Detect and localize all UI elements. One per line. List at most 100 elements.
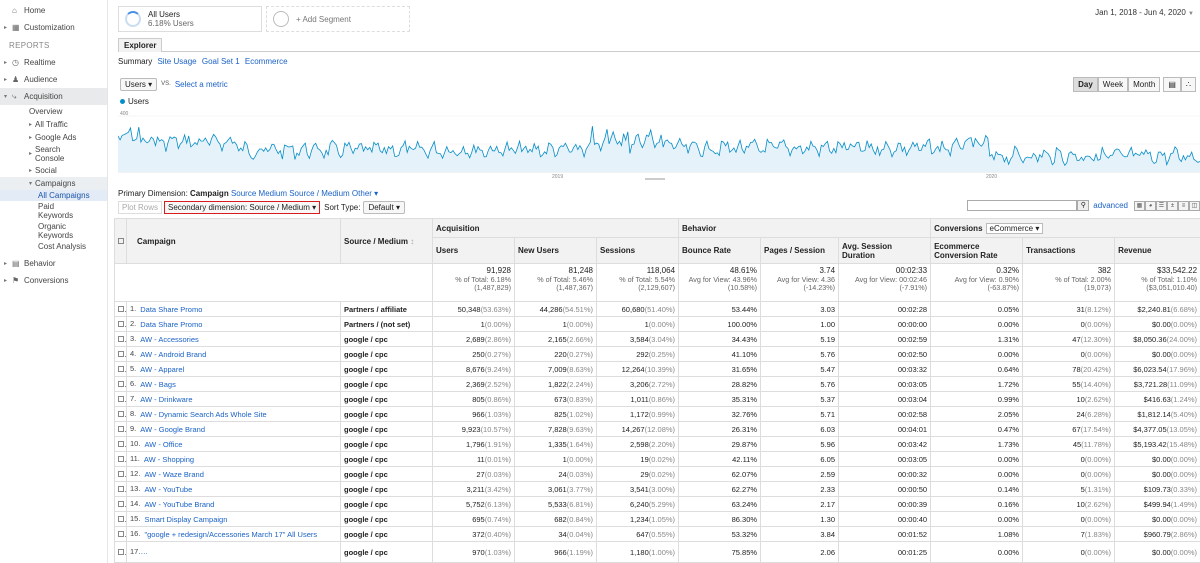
subtab-site-usage[interactable]: Site Usage [157,57,197,66]
row-checkbox-cell[interactable] [114,421,127,437]
campaign-cell[interactable]: 11. AW - Shopping [126,451,341,467]
row-checkbox[interactable] [118,425,124,432]
campaign-cell[interactable]: 7. AW - Drinkware [126,391,341,407]
col-avg-session[interactable]: Avg. Session Duration [838,237,932,264]
campaign-cell[interactable]: 9. AW - Google Brand [126,421,341,437]
sidebar-item-organic-keywords[interactable]: Organic Keywords [38,222,74,240]
col-conv-rate[interactable]: Ecommerce Conversion Rate [930,237,1024,264]
table-row[interactable]: 8. AW - Dynamic Search Ads Whole Site goog… [114,406,1200,422]
row-checkbox[interactable] [118,548,124,555]
campaign-link[interactable]: "google + redesign/Accessories March 17"… [144,543,341,560]
row-checkbox[interactable] [118,455,124,462]
row-checkbox[interactable] [118,395,124,402]
campaign-link[interactable]: "google + redesign/Accessories March 17"… [144,529,318,539]
sidebar-item-conversions[interactable]: ▸ ⚑ Conversions [4,276,69,285]
campaign-cell[interactable]: 4. AW - Android Brand [126,346,341,362]
advanced-filter-link[interactable]: advanced [1093,201,1128,210]
row-checkbox-cell[interactable] [114,451,127,467]
row-checkbox[interactable] [118,530,124,537]
row-checkbox-cell[interactable] [114,376,127,392]
sidebar-item-audience[interactable]: ▸ ♟ Audience [4,75,58,84]
campaign-link[interactable]: AW - Shopping [143,454,195,464]
campaign-cell[interactable]: 1. Data Share Promo [126,301,341,317]
sidebar-item-cost-analysis[interactable]: Cost Analysis [38,242,87,251]
sidebar-item-campaigns[interactable]: Campaigns [0,177,107,190]
row-checkbox[interactable] [118,365,124,372]
granularity-month-button[interactable]: Month [1128,77,1161,92]
row-checkbox-cell[interactable] [114,301,127,317]
col-sessions[interactable]: Sessions [595,237,680,264]
row-checkbox[interactable] [118,320,124,327]
select-all-checkbox[interactable] [118,237,124,244]
table-row[interactable]: 3. AW - Accessories google / cpc 2,689(2.86… [114,331,1200,347]
subtab-goal-set-1[interactable]: Goal Set 1 [201,57,240,66]
pie-view-icon[interactable]: ◕ [1145,200,1156,211]
campaign-link[interactable]: AW - YouTube [144,484,193,494]
conversions-dropdown[interactable]: eCommerce ▾ [985,222,1044,234]
subtab-ecommerce[interactable]: Ecommerce [244,57,288,66]
campaign-link[interactable]: AW - Bags [140,379,176,389]
row-checkbox[interactable] [118,305,124,312]
campaign-cell[interactable]: 13. AW - YouTube [126,481,341,497]
campaign-cell[interactable]: 12. AW - Waze Brand [126,466,341,482]
campaign-cell[interactable]: 6. AW - Bags [126,376,341,392]
row-checkbox-cell[interactable] [114,406,127,422]
col-revenue[interactable]: Revenue [1114,237,1200,264]
primary-dimension-source-medium[interactable]: Source / Medium [289,189,350,198]
row-checkbox-cell[interactable] [114,436,127,452]
table-row[interactable]: 9. AW - Google Brand google / cpc 9,923(10.… [114,421,1200,437]
users-line-chart[interactable]: 400 200 2019 2020 [118,106,1200,182]
table-row[interactable]: 16. "google + redesign/Accessories March … [114,526,1200,542]
sidebar-item-customization[interactable]: ▸ ▦ Customization [4,23,75,32]
chart-resize-handle[interactable] [645,178,665,180]
row-checkbox-cell[interactable] [114,331,127,347]
primary-dimension-medium[interactable]: Medium [258,189,287,198]
campaign-cell[interactable]: 2. Data Share Promo [126,316,341,332]
line-chart-icon[interactable]: ▤ [1163,77,1181,92]
col-bounce-rate[interactable]: Bounce Rate [678,237,762,264]
col-users[interactable]: Users [432,237,515,264]
row-checkbox-cell[interactable] [114,541,127,563]
row-checkbox-cell[interactable] [114,481,127,497]
sidebar-item-social[interactable]: Social [0,164,107,177]
table-row[interactable]: 6. AW - Bags google / cpc 2,369(2.52%) 1,822… [114,376,1200,392]
table-row[interactable]: 12. AW - Waze Brand google / cpc 27(0.03%) 2… [114,466,1200,482]
select-metric-link[interactable]: Select a metric [174,79,228,89]
campaign-link[interactable]: AW - Android Brand [140,349,207,359]
campaign-cell[interactable]: 17. "google + redesign/Accessories March … [126,541,341,563]
col-source-medium[interactable]: Source / Medium ↕ [340,218,433,264]
sidebar-item-behavior[interactable]: ▸ ▤ Behavior [4,259,56,268]
date-range-picker[interactable]: Jan 1, 2018 - Jun 4, 2020 ▼ [1095,8,1194,17]
sidebar-item-all-campaigns[interactable]: All Campaigns [0,190,107,201]
row-checkbox-cell[interactable] [114,391,127,407]
table-row[interactable]: 4. AW - Android Brand google / cpc 250(0.27… [114,346,1200,362]
table-row[interactable]: 11. AW - Shopping google / cpc 11(0.01%) 1(0… [114,451,1200,467]
row-checkbox-cell[interactable] [114,346,127,362]
row-checkbox[interactable] [118,470,124,477]
campaign-link[interactable]: AW - Waze Brand [144,469,204,479]
table-view-icon[interactable]: ▦ [1134,200,1145,211]
row-checkbox-cell[interactable] [114,526,127,542]
select-all-header[interactable] [114,218,127,264]
sidebar-item-google-ads[interactable]: Google Ads [0,131,107,144]
row-checkbox[interactable] [118,485,124,492]
campaign-link[interactable]: AW - Google Brand [140,424,206,434]
campaign-cell[interactable]: 16. "google + redesign/Accessories March … [126,526,341,542]
col-pages-session[interactable]: Pages / Session [760,237,840,264]
row-checkbox[interactable] [118,410,124,417]
campaign-cell[interactable]: 14. AW - YouTube Brand [126,496,341,512]
row-checkbox[interactable] [118,500,124,507]
tab-explorer[interactable]: Explorer [118,38,163,52]
campaign-cell[interactable]: 8. AW - Dynamic Search Ads Whole Site [126,406,341,422]
table-row[interactable]: 15. Smart Display Campaign google / cpc 695… [114,511,1200,527]
campaign-cell[interactable]: 10. AW - Office [126,436,341,452]
primary-dimension-other[interactable]: Other ▾ [351,189,379,198]
row-checkbox[interactable] [118,335,124,342]
primary-dimension-campaign[interactable]: Campaign [190,189,229,198]
table-row[interactable]: 5. AW - Apparel google / cpc 8,676(9.24%) 7,… [114,361,1200,377]
secondary-dimension-dropdown[interactable]: Secondary dimension: Source / Medium ▾ [164,200,321,214]
plot-rows-button[interactable]: Plot Rows [118,200,163,214]
row-checkbox-cell[interactable] [114,361,127,377]
row-checkbox-cell[interactable] [114,316,127,332]
primary-dimension-source[interactable]: Source [230,189,257,198]
